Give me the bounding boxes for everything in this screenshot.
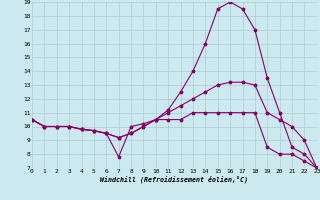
X-axis label: Windchill (Refroidissement éolien,°C): Windchill (Refroidissement éolien,°C): [100, 176, 248, 183]
